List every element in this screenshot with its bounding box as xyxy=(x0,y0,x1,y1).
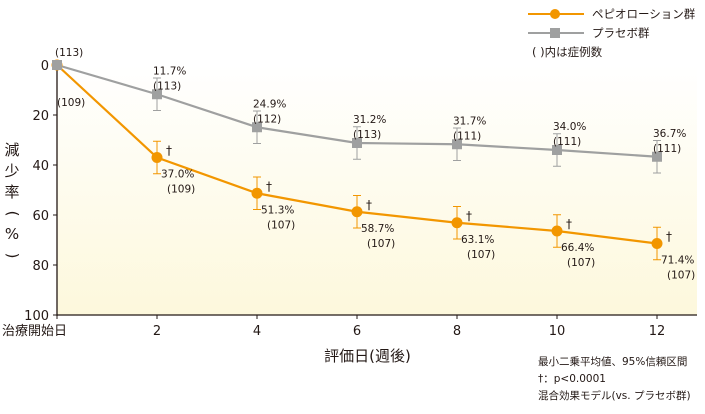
n-label: (113) xyxy=(55,47,83,59)
significance-mark: † xyxy=(366,198,372,212)
value-label: 63.1% xyxy=(461,234,494,246)
x-tick-label: 10 xyxy=(549,324,566,339)
value-label: 24.9% xyxy=(253,98,286,110)
legend-item-pepio: ペピオローション群 xyxy=(528,4,695,23)
n-label: (107) xyxy=(467,249,495,261)
data-point xyxy=(152,89,162,100)
y-tick-label: 100 xyxy=(24,309,49,324)
footnote-3: 混合効果モデル(vs. プラセボ群) xyxy=(538,390,691,402)
data-point xyxy=(652,151,662,162)
n-label: (111) xyxy=(553,136,581,148)
n-label: (111) xyxy=(653,143,681,155)
y-axis-title: 減少率(%) xyxy=(2,140,22,266)
legend-label-placebo: プラセボ群 xyxy=(592,25,650,40)
data-point xyxy=(452,139,462,150)
value-label: 31.7% xyxy=(453,115,486,127)
value-label: 58.7% xyxy=(361,223,394,235)
footnotes: 最小二乗平均値、95%信頼区間 †：p<0.0001 混合効果モデル(vs. プ… xyxy=(538,354,691,405)
x-tick-label: 12 xyxy=(649,324,666,339)
n-label: (112) xyxy=(253,113,281,125)
n-label: (109) xyxy=(57,97,85,109)
legend-label-pepio: ペピオローション群 xyxy=(592,6,696,21)
data-point xyxy=(451,217,463,229)
n-label: (107) xyxy=(367,238,395,250)
y-tick-label: 80 xyxy=(32,259,49,274)
y-tick-label: 20 xyxy=(32,109,49,124)
value-label: 36.7% xyxy=(653,128,686,140)
y-tick-label: 0 xyxy=(41,59,49,74)
n-label: (113) xyxy=(153,80,181,92)
value-label: 37.0% xyxy=(161,169,194,181)
x-axis-title: 評価日(週後) xyxy=(324,347,411,365)
y-axis-title-text: 減少率(%) xyxy=(3,141,22,259)
n-label: (113) xyxy=(353,129,381,141)
n-label: (107) xyxy=(267,219,295,231)
data-point xyxy=(551,225,563,237)
significance-mark: † xyxy=(166,144,172,158)
value-label: 66.4% xyxy=(561,242,594,254)
data-point xyxy=(52,60,62,70)
x-tick-label: 8 xyxy=(453,324,461,339)
legend-note: ( )内は症例数 xyxy=(532,44,603,59)
data-point xyxy=(352,138,362,148)
value-label: 71.4% xyxy=(661,255,694,267)
value-label: 11.7% xyxy=(153,65,186,77)
data-point xyxy=(351,206,363,218)
data-point xyxy=(251,187,263,199)
significance-mark: † xyxy=(666,230,672,244)
plot-background xyxy=(57,65,697,315)
significance-mark: † xyxy=(466,209,472,223)
footnote-2: †：p<0.0001 xyxy=(538,373,606,385)
data-point xyxy=(252,122,262,133)
y-tick-label: 60 xyxy=(32,209,49,224)
legend-swatch-pepio xyxy=(528,8,584,20)
data-point xyxy=(151,152,163,163)
y-tick-label: 40 xyxy=(32,159,49,174)
x-tick-label: 4 xyxy=(253,324,261,339)
significance-mark: † xyxy=(266,179,272,193)
n-label: (111) xyxy=(453,130,481,142)
x-tick-label: 治療開始日 xyxy=(2,324,67,339)
data-point xyxy=(552,145,562,155)
legend-item-placebo: プラセボ群 xyxy=(528,23,695,42)
x-tick-label: 2 xyxy=(153,324,161,339)
significance-mark: † xyxy=(566,217,572,231)
legend-swatch-placebo xyxy=(528,27,584,39)
data-point xyxy=(651,238,663,249)
x-tick-label: 6 xyxy=(353,324,361,339)
n-label: (107) xyxy=(667,270,695,282)
value-label: 34.0% xyxy=(553,121,586,133)
legend: ペピオローション群 プラセボ群 ( )内は症例数 xyxy=(528,4,695,61)
n-label: (107) xyxy=(567,257,595,269)
footnote-1: 最小二乗平均値、95%信頼区間 xyxy=(538,356,688,368)
value-label: 31.2% xyxy=(353,114,386,126)
n-label: (109) xyxy=(167,184,195,196)
value-label: 51.3% xyxy=(261,204,294,216)
